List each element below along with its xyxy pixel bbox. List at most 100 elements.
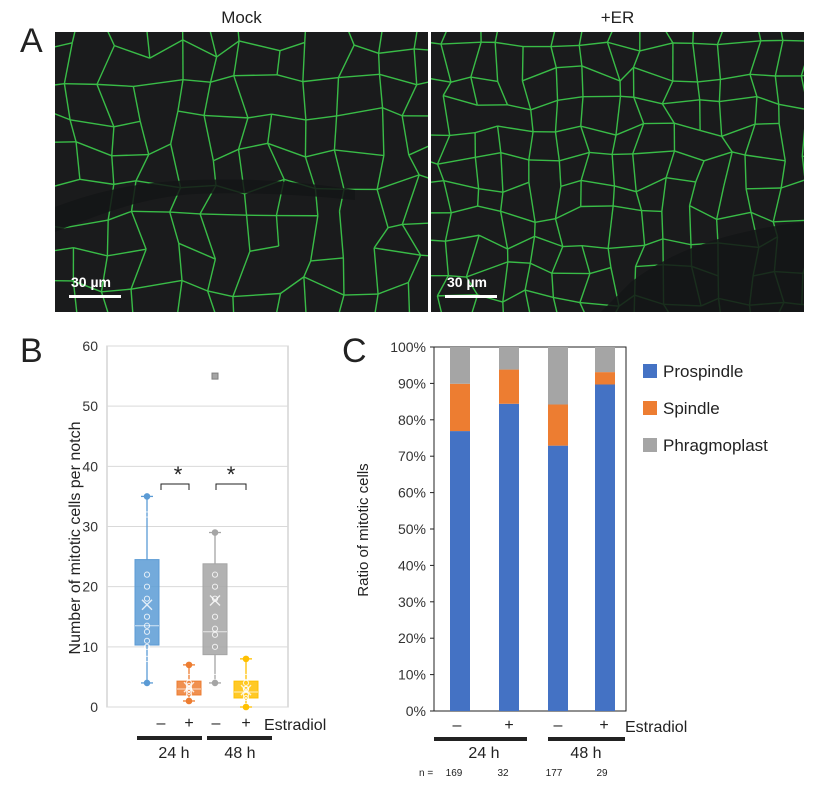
max-point <box>211 529 219 536</box>
mean-marker <box>183 681 195 693</box>
box <box>233 655 259 711</box>
y-tick-label: 0 <box>90 699 98 715</box>
legend-swatch <box>643 401 657 415</box>
data-point <box>242 685 250 693</box>
y-tick-label: 60 <box>82 338 98 354</box>
n-prefix: n = <box>419 768 433 779</box>
y-tick-label: 10 <box>82 639 98 655</box>
scale-bar <box>445 295 497 298</box>
bar-segment <box>499 347 519 370</box>
data-point <box>211 643 219 650</box>
data-point <box>143 583 151 590</box>
n-value: 177 <box>546 768 563 779</box>
bar-segment <box>595 384 615 711</box>
significance-bracket <box>160 483 190 490</box>
data-point <box>211 613 219 620</box>
min-point <box>143 679 151 687</box>
y-tick-label: 80% <box>398 412 426 428</box>
group-label: 24 h <box>158 745 189 762</box>
mean-marker <box>141 599 153 611</box>
y-axis-label: Number of mitotic cells per notch <box>67 422 84 655</box>
scale-bar-label: 30 µm <box>71 274 111 290</box>
data-point <box>143 628 151 635</box>
sign-plus: + <box>241 715 250 732</box>
bar-segment <box>450 347 470 384</box>
n-value: 32 <box>497 768 509 779</box>
data-point <box>143 571 151 578</box>
n-value: 29 <box>596 768 608 779</box>
scale-bar <box>69 295 121 298</box>
data-point <box>211 673 219 681</box>
data-point <box>185 673 193 681</box>
box <box>134 493 160 687</box>
significance-mark: * <box>227 462 236 487</box>
y-tick-label: 40 <box>82 458 98 474</box>
min-point <box>242 703 250 711</box>
n-value: 169 <box>446 768 463 779</box>
group-underline <box>137 736 202 740</box>
data-point <box>211 583 219 590</box>
data-point <box>143 655 151 662</box>
panel-a-letter: A <box>20 22 43 60</box>
box-body <box>202 563 228 656</box>
data-point <box>143 637 151 644</box>
box <box>202 372 228 687</box>
sign-minus: – <box>453 717 462 734</box>
legend-label: Prospindle <box>663 362 743 381</box>
data-point <box>185 691 193 699</box>
y-axis-label: Ratio of mitotic cells <box>355 463 372 596</box>
sign-minus: – <box>157 715 166 732</box>
y-tick-label: 50% <box>398 521 426 537</box>
group-underline <box>207 736 272 740</box>
y-tick-label: 60% <box>398 485 426 501</box>
legend-swatch <box>643 438 657 452</box>
mean-marker <box>240 684 252 696</box>
max-point <box>242 655 250 663</box>
legend-swatch <box>643 364 657 378</box>
bar-segment <box>548 404 568 446</box>
y-tick-label: 20 <box>82 579 98 595</box>
data-point <box>185 682 193 690</box>
bar-segment <box>499 403 519 711</box>
panel-b-letter: B <box>20 332 43 370</box>
stacked-bar-chart: 0% 10% 20% 30% 40% 50% 60% 70% 80% 90% 100% Prospi… <box>355 339 768 779</box>
treatment-label: Estradiol <box>625 719 687 736</box>
data-point <box>242 691 250 699</box>
data-point <box>242 697 250 705</box>
data-point <box>143 613 151 620</box>
bar-segment <box>595 372 615 385</box>
data-point <box>143 622 151 629</box>
y-tick-label: 40% <box>398 557 426 573</box>
bar-segment <box>499 369 519 404</box>
group-label: 48 h <box>224 745 255 762</box>
y-tick-label: 70% <box>398 448 426 464</box>
data-point <box>211 571 219 578</box>
scale-bar-label: 30 µm <box>447 274 487 290</box>
max-point <box>185 661 193 669</box>
boxplot-chart: 0 10 20 30 40 50 60 Number of mitotic cells pe… <box>67 338 326 762</box>
min-point <box>211 679 219 687</box>
mean-marker <box>209 595 221 606</box>
bar-segment <box>548 445 568 711</box>
outlier-point <box>211 372 219 380</box>
data-point <box>242 694 250 702</box>
significance-mark: * <box>174 462 183 487</box>
y-tick-label: 20% <box>398 630 426 646</box>
min-point <box>185 697 193 705</box>
er-micrograph: 30 µm <box>431 32 804 312</box>
bar-segment <box>548 347 568 405</box>
sign-plus: + <box>504 717 513 734</box>
max-point <box>143 493 151 500</box>
y-tick-label: 100% <box>390 339 426 355</box>
y-tick-label: 30 <box>82 519 98 535</box>
data-point <box>185 679 193 687</box>
treatment-label: Estradiol <box>264 717 326 734</box>
group-label: 48 h <box>570 745 601 762</box>
data-point <box>242 673 250 681</box>
y-tick-label: 30% <box>398 594 426 610</box>
data-point <box>143 511 151 518</box>
sign-minus: – <box>554 717 563 734</box>
box-body <box>134 559 160 646</box>
sign-minus: – <box>212 715 221 732</box>
data-point <box>185 688 193 696</box>
